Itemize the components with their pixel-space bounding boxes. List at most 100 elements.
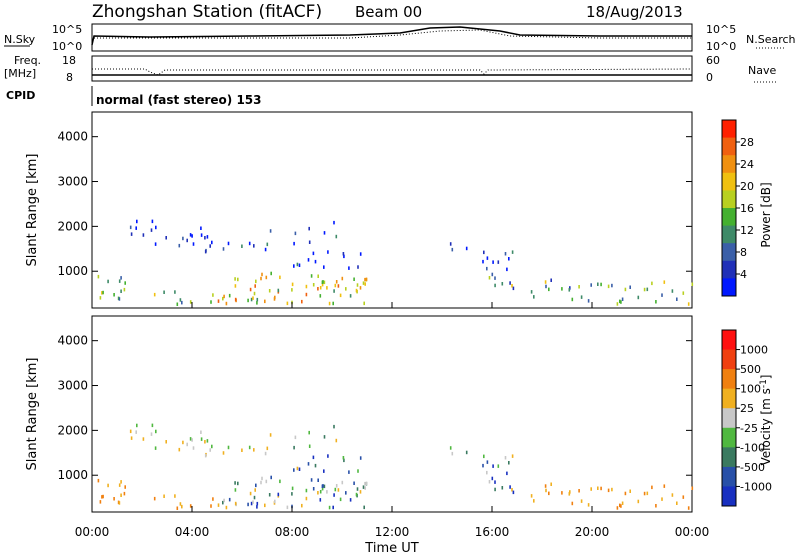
data-cell bbox=[260, 480, 262, 485]
data-cell bbox=[247, 502, 249, 507]
data-cell bbox=[482, 259, 484, 264]
data-cell bbox=[600, 282, 602, 287]
data-cell bbox=[511, 284, 513, 288]
data-cell bbox=[359, 456, 362, 460]
data-cell bbox=[335, 280, 338, 284]
data-cell bbox=[268, 493, 271, 497]
data-cell bbox=[293, 241, 295, 246]
velocity-ylabel: Slant Range [km] bbox=[25, 358, 40, 471]
velocity-yticks: 1000 2000 3000 4000 bbox=[57, 334, 692, 482]
data-cell bbox=[509, 281, 511, 285]
data-cell bbox=[317, 274, 319, 278]
colorbar-swatch bbox=[722, 278, 736, 297]
data-cell bbox=[212, 293, 214, 297]
data-cell bbox=[619, 299, 621, 304]
xtick-label: 16:00 bbox=[475, 525, 510, 539]
data-cell bbox=[323, 484, 326, 489]
data-cell bbox=[339, 497, 342, 502]
data-cell bbox=[362, 281, 365, 285]
colorbar-swatch bbox=[722, 172, 736, 191]
colorbar-tick-label: 28 bbox=[740, 136, 754, 149]
data-cell bbox=[364, 277, 366, 282]
data-cell bbox=[308, 226, 310, 231]
data-cell bbox=[333, 424, 335, 429]
data-cell bbox=[294, 231, 297, 236]
data-cell bbox=[204, 440, 206, 444]
data-cell bbox=[291, 288, 293, 292]
data-cell bbox=[597, 486, 599, 490]
data-cell bbox=[308, 430, 310, 435]
data-cell bbox=[264, 451, 267, 456]
data-cell bbox=[182, 236, 184, 241]
data-cell bbox=[113, 497, 115, 501]
data-cell bbox=[512, 286, 515, 291]
power-ylabel: Slant Range [km] bbox=[25, 154, 40, 267]
data-cell bbox=[252, 296, 254, 300]
data-cell bbox=[512, 490, 515, 495]
data-cell bbox=[571, 297, 574, 302]
data-cell bbox=[333, 220, 335, 225]
data-cell bbox=[189, 233, 192, 237]
data-cell bbox=[212, 497, 214, 501]
freq-label-2: [MHz] bbox=[4, 67, 36, 80]
data-cell bbox=[181, 300, 183, 305]
data-cell bbox=[189, 300, 192, 304]
data-cell bbox=[241, 448, 243, 452]
data-cell bbox=[182, 440, 184, 445]
colorbar-swatch bbox=[722, 388, 736, 409]
data-cell bbox=[682, 495, 685, 499]
data-cell bbox=[578, 489, 580, 493]
data-cell bbox=[308, 444, 311, 448]
data-cell bbox=[319, 490, 322, 494]
time-axis-label: Time UT bbox=[364, 541, 418, 554]
data-cell bbox=[178, 447, 181, 452]
data-cell bbox=[176, 302, 179, 306]
data-cell bbox=[345, 287, 347, 291]
data-cell bbox=[225, 301, 228, 306]
data-cell bbox=[343, 254, 345, 259]
data-cell bbox=[629, 285, 631, 289]
data-cell bbox=[607, 284, 610, 289]
data-cell bbox=[494, 283, 496, 288]
colorbar-swatch bbox=[722, 330, 736, 351]
data-cell bbox=[234, 488, 237, 492]
data-cell bbox=[317, 287, 319, 291]
data-cell bbox=[234, 481, 236, 485]
data-cell bbox=[210, 300, 212, 304]
xtick-label: 08:00 bbox=[275, 525, 310, 539]
data-cell bbox=[323, 231, 326, 235]
data-cell bbox=[268, 289, 271, 293]
data-cell bbox=[561, 287, 563, 291]
data-cell bbox=[530, 290, 533, 294]
data-cell bbox=[101, 495, 103, 499]
data-cell bbox=[99, 500, 102, 504]
data-cell bbox=[364, 486, 366, 490]
data-cell bbox=[163, 494, 165, 498]
data-cell bbox=[174, 494, 176, 498]
data-cell bbox=[335, 234, 338, 239]
data-cell bbox=[181, 504, 183, 509]
data-cell bbox=[348, 470, 350, 474]
data-cell bbox=[624, 491, 627, 496]
data-cell bbox=[222, 296, 224, 301]
ytick-label: 2000 bbox=[57, 423, 88, 437]
data-cell bbox=[328, 505, 331, 510]
data-cell bbox=[359, 252, 362, 256]
data-cell bbox=[501, 282, 504, 286]
data-cell bbox=[624, 287, 627, 292]
colorbar-swatch bbox=[722, 486, 736, 507]
data-cell bbox=[274, 295, 276, 300]
data-cell bbox=[179, 298, 182, 302]
data-cell bbox=[286, 505, 289, 510]
data-cell bbox=[345, 491, 347, 495]
data-cell bbox=[225, 505, 228, 510]
data-cell bbox=[250, 501, 253, 506]
data-cell bbox=[357, 469, 359, 473]
xtick-label: 04:00 bbox=[175, 525, 210, 539]
data-cell bbox=[337, 284, 340, 288]
data-cell bbox=[286, 301, 289, 306]
data-cell bbox=[332, 301, 334, 306]
data-cell bbox=[97, 478, 100, 483]
data-cell bbox=[211, 240, 213, 245]
data-cell bbox=[323, 469, 325, 473]
